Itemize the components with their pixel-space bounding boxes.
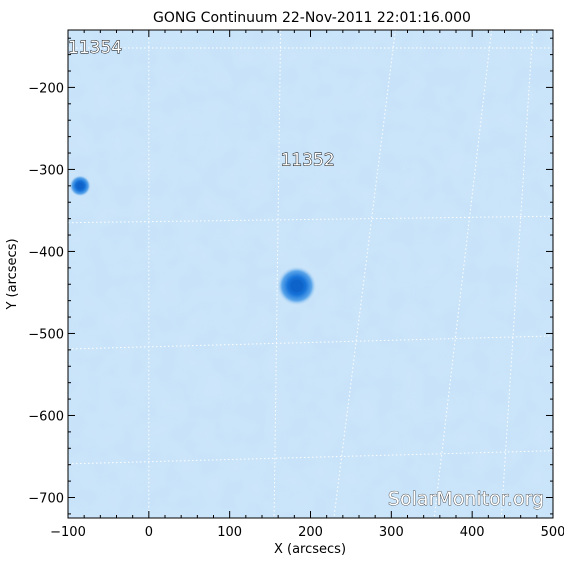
sunspot-umbra	[290, 279, 303, 292]
x-tick-label: 300	[379, 525, 404, 540]
y-axis: −200 −300 −400 −500 −600 −700	[28, 37, 553, 515]
x-axis-label: X (arcsecs)	[274, 542, 346, 557]
x-tick-label: 100	[217, 525, 242, 540]
sunspot-umbra	[76, 182, 84, 190]
y-tick-label: −700	[28, 491, 64, 506]
chart-title: GONG Continuum 22-Nov-2011 22:01:16.000	[153, 10, 471, 26]
plot-area: 11354 11352	[68, 30, 553, 518]
y-tick-label: −500	[28, 327, 64, 342]
longitude-grid-line	[433, 30, 493, 518]
x-tick-label: −100	[50, 525, 86, 540]
watermark-text: SolarMonitor.org	[388, 488, 544, 510]
y-axis-label: Y (arcsecs)	[5, 238, 20, 310]
x-axis: −100 0 100 200 300 400 500	[50, 30, 564, 540]
x-tick-label: 0	[145, 525, 153, 540]
latitude-grid-line	[68, 215, 553, 224]
sunspots-layer	[69, 175, 317, 306]
longitude-grid-line	[500, 30, 534, 518]
y-tick-label: −400	[28, 245, 64, 260]
longitude-grid-line	[273, 30, 282, 518]
heliographic-grid	[68, 30, 553, 518]
y-tick-label: −600	[28, 409, 64, 424]
y-tick-label: −300	[28, 163, 64, 178]
x-tick-label: 400	[460, 525, 485, 540]
region-label: 11354	[68, 38, 122, 58]
x-tick-label: 500	[541, 525, 564, 540]
region-labels: 11354 11352	[68, 38, 335, 171]
y-tick-label: −200	[28, 81, 64, 96]
region-label: 11352	[281, 150, 335, 170]
x-tick-label: 200	[298, 525, 323, 540]
latitude-grid-line	[68, 450, 553, 465]
